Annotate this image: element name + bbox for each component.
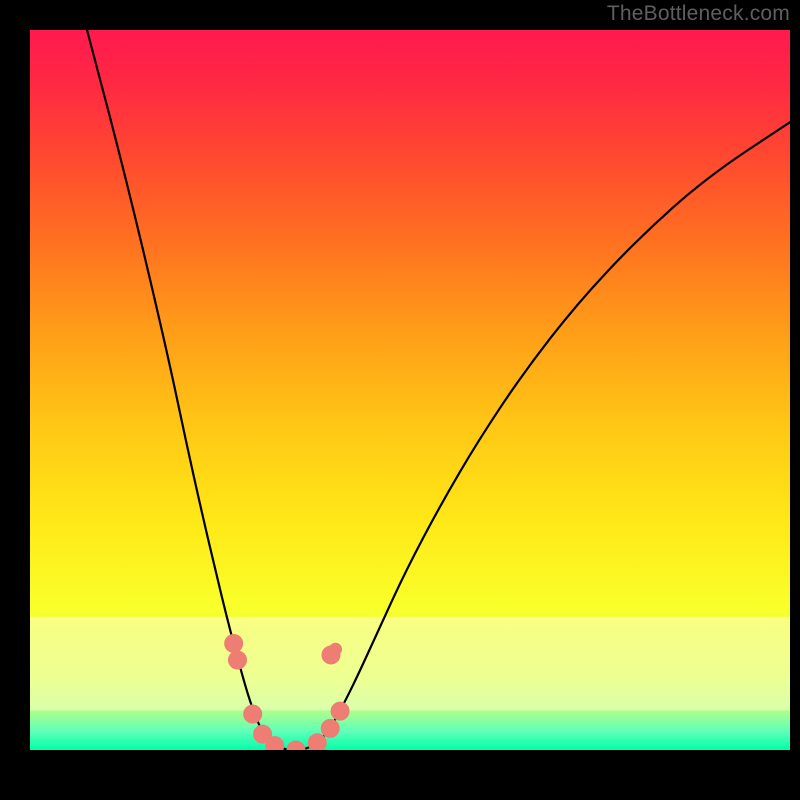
curve-marker — [228, 651, 246, 669]
curve-marker — [308, 734, 326, 752]
curve-marker — [244, 705, 262, 723]
pale-yellow-band — [30, 617, 790, 711]
watermark-text: TheBottleneck.com — [607, 2, 790, 26]
curve-marker — [225, 634, 243, 652]
curve-marker — [321, 719, 339, 737]
curve-marker — [331, 702, 349, 720]
bottleneck-curve-chart — [0, 0, 800, 800]
curve-marker — [330, 643, 342, 655]
chart-frame: TheBottleneck.com — [0, 0, 800, 800]
